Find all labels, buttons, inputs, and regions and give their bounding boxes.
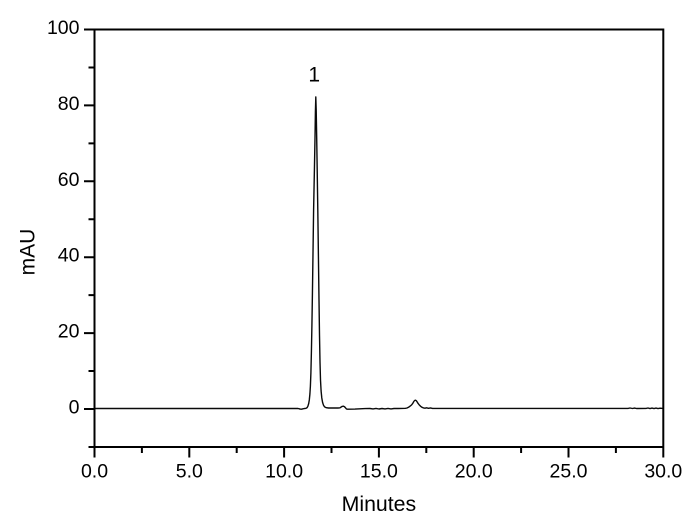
svg-text:20: 20 xyxy=(58,321,80,343)
svg-text:1: 1 xyxy=(308,63,320,86)
svg-text:mAU: mAU xyxy=(17,229,40,276)
svg-text:5.0: 5.0 xyxy=(176,461,203,483)
svg-text:100: 100 xyxy=(47,17,80,39)
svg-text:25.0: 25.0 xyxy=(550,461,588,483)
svg-text:0: 0 xyxy=(69,397,80,419)
svg-text:80: 80 xyxy=(58,93,80,115)
svg-text:30.0: 30.0 xyxy=(644,461,682,483)
svg-text:0.0: 0.0 xyxy=(81,461,108,483)
svg-text:15.0: 15.0 xyxy=(360,461,398,483)
svg-text:60: 60 xyxy=(58,169,80,191)
svg-text:40: 40 xyxy=(58,245,80,267)
svg-text:20.0: 20.0 xyxy=(455,461,493,483)
svg-text:10.0: 10.0 xyxy=(265,461,303,483)
svg-text:Minutes: Minutes xyxy=(342,492,417,516)
